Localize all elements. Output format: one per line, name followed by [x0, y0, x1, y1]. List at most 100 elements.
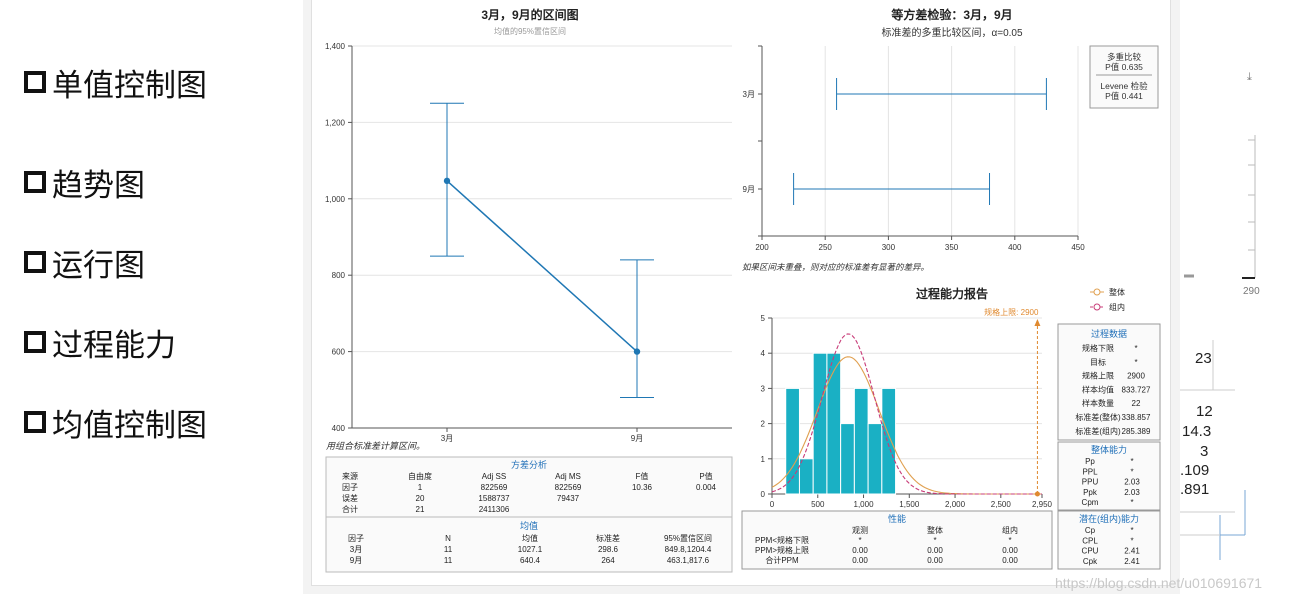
process-data-value: 338.857 [1122, 413, 1151, 422]
process-data-value: 833.727 [1122, 385, 1151, 394]
interval-xtick-label: 9月 [631, 434, 643, 443]
cap-histogram-bar [867, 423, 883, 495]
ev-ytick-label: 9月 [743, 185, 755, 194]
performance-cell: 0.00 [1002, 556, 1018, 565]
performance-header: 观测 [852, 526, 868, 535]
performance-cell: 0.00 [852, 556, 868, 565]
anova-header: 自由度 [408, 471, 432, 481]
anova-cell: 10.36 [632, 483, 653, 492]
performance-cell: 合计PPM [765, 555, 799, 565]
cap-overall-curve [771, 356, 1042, 495]
performance-cell: 0.00 [927, 556, 943, 565]
cap-histogram-bar [798, 458, 814, 495]
within-value: * [1130, 526, 1133, 535]
within-label: Cp [1085, 526, 1096, 535]
performance-cell: 0.00 [1002, 546, 1018, 555]
overall-label: Cpm [1082, 498, 1099, 507]
cap-usl-label: 规格上限: 2900 [984, 307, 1039, 317]
ev-footnote: 如果区间未重叠，则对应的标准差有显著的差异。 [742, 262, 929, 272]
checkbox-icon [24, 251, 46, 273]
performance-title: 性能 [888, 513, 906, 524]
process-data-label: 样本数量 [1082, 398, 1114, 408]
equal-variance-plot: 等方差检验：3月，9月 标准差的多重比较区间，α=0.05 200 250 300 3… [742, 7, 1159, 272]
cap-xtick-label: 1,500 [899, 500, 920, 509]
cap-histogram-bar [840, 423, 855, 495]
interval-ytick-label: 800 [332, 271, 346, 280]
bullet-label: 运行图 [52, 247, 145, 284]
means-header: N [445, 534, 451, 543]
overall-label: PPL [1082, 467, 1098, 476]
means-cell: 9月 [350, 556, 362, 565]
performance-cell: * [933, 536, 936, 545]
performance-header: 组内 [1002, 525, 1018, 535]
process-data-label: 规格下限 [1082, 343, 1114, 353]
process-data-label: 目标 [1090, 357, 1106, 367]
means-header: 因子 [348, 534, 364, 543]
report-svg: 3月，9月的区间图 均值的95%置信区间 1,400 1,200 1,000 800 6… [325, 7, 1161, 573]
interval-subtitle: 均值的95%置信区间 [494, 26, 566, 36]
bullet-label: 均值控制图 [52, 407, 207, 444]
within-value: 2.41 [1124, 547, 1140, 556]
means-title: 均值 [520, 520, 538, 531]
within-label: CPU [1082, 547, 1099, 556]
anova-title: 方差分析 [511, 459, 547, 470]
cap-xtick-label: 1,000 [854, 500, 875, 509]
download-icon[interactable]: ⤓ [1247, 71, 1252, 83]
anova-cell: 822569 [481, 483, 508, 492]
cap-histogram-bar [826, 352, 842, 495]
means-header: 标准差 [596, 533, 620, 543]
background-number: 23 [1195, 350, 1212, 367]
means-header: 95%置信区间 [664, 533, 712, 543]
capability-plot: 过程能力报告 整体 组内 5 4 3 2 1 00 500 1,000 1,500 2,000 2,… [761, 286, 1125, 509]
process-data-value: * [1134, 358, 1137, 367]
cap-ytick-label: 5 [761, 314, 766, 323]
background-svg: ⤓ [1180, 71, 1256, 560]
overall-title: 整体能力 [1091, 444, 1127, 455]
within-value: * [1130, 536, 1133, 545]
process-data-title: 过程数据 [1091, 328, 1127, 339]
legend-within-label: 组内 [1109, 302, 1125, 312]
anova-box [325, 456, 733, 518]
overall-value: 2.03 [1124, 478, 1140, 487]
process-data-value: 22 [1132, 399, 1141, 408]
cap-ytick-label: 2 [761, 420, 766, 429]
performance-cell: * [858, 536, 861, 545]
within-box [1057, 510, 1161, 570]
performance-cell: PPM>规格上限 [755, 545, 809, 555]
interval-ytick-label: 400 [332, 424, 346, 433]
bullet-item: 均值控制图 [24, 382, 294, 462]
cap-histogram-bar [853, 387, 869, 495]
background-number: .109 [1180, 462, 1210, 479]
interval-footnote: 用组合标准差计算区间。 [326, 441, 425, 451]
interval-ytick-label: 600 [332, 348, 346, 357]
bullet-list: 单值控制图 趋势图 运行图 过程能力 均值控制图 [24, 62, 294, 462]
background-number: 290 [1243, 286, 1260, 297]
means-cell: 11 [444, 545, 453, 554]
bullet-item: 趋势图 [24, 142, 294, 222]
ev-xtick-label: 400 [1008, 243, 1022, 252]
bullet-item: 单值控制图 [24, 62, 294, 104]
cap-usl-marker [1034, 491, 1040, 497]
means-cell: 640.4 [520, 556, 541, 565]
anova-cell: 1 [418, 483, 423, 492]
anova-header: 来源 [342, 472, 358, 481]
anova-header: P值 [699, 471, 712, 481]
interval-ytick-label: 1,400 [325, 42, 346, 51]
interval-plot: 3月，9月的区间图 均值的95%置信区间 1,400 1,200 1,000 800 6… [325, 7, 732, 451]
process-data-value: 2900 [1127, 372, 1145, 381]
means-cell: 463.1,817.6 [667, 556, 710, 565]
cap-xtick-label: 2,500 [991, 500, 1012, 509]
within-label: CPL [1082, 536, 1098, 545]
bullet-label: 单值控制图 [52, 67, 207, 104]
anova-cell: 误差 [342, 493, 358, 503]
background-number: 14.3 [1182, 423, 1212, 440]
interval-xtick-label: 3月 [441, 434, 453, 443]
interval-mean-point [443, 177, 451, 185]
overall-value: * [1130, 457, 1133, 466]
cap-ytick-label: 3 [761, 384, 766, 393]
overall-label: Pp [1085, 457, 1095, 466]
means-header: 均值 [522, 533, 538, 543]
anova-header: Adj SS [482, 472, 506, 481]
